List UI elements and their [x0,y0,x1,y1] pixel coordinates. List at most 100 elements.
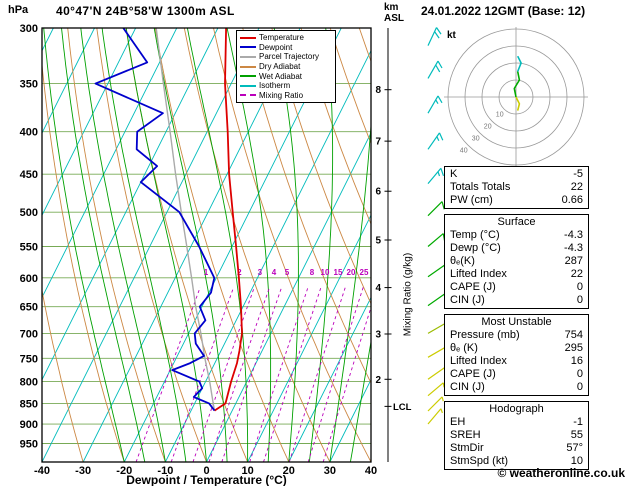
wind-barb [427,396,444,412]
stat-label: Totals Totals [450,181,511,193]
km-axis: 2 3 4 5 6 7 8 LCL [375,28,412,462]
stats-section: K -5 Totals Totals 22 PW (cm) 0.66 [444,166,589,209]
legend-label: Parcel Trajectory [259,52,320,62]
svg-text:850: 850 [20,398,38,410]
svg-text:-30: -30 [75,465,91,477]
legend-item: Dry Adiabat [240,62,332,72]
profiles [94,28,243,412]
stat-label: PW (cm) [450,194,493,206]
mixing-ratio-labels: 1 2 3 4 5 8 10 15 20 25 [204,268,369,277]
hodograph-trace [515,96,521,111]
stat-row: StmSpd (kt) 10 [445,455,588,468]
svg-text:-20: -20 [116,465,132,477]
wind-barb [427,95,443,114]
svg-text:900: 900 [20,419,38,431]
stat-label: CIN (J) [450,381,485,393]
svg-text:750: 750 [20,353,38,365]
svg-text:3: 3 [258,268,263,277]
wind-barb [427,346,446,358]
stats-section: Hodograph EH -1 SREH 55 StmDir 57° StmSpd (kt) 1… [444,401,589,470]
stats-section: Surface Temp (°C) -4.3 Dewp (°C) -4.3 θₑ(K) 28… [444,214,589,309]
datetime-title: 24.01.2022 12GMT (Base: 12) [421,4,586,18]
stat-label: Pressure (mb) [450,329,520,341]
stat-value: 55 [570,429,583,441]
stat-row: K -5 [445,168,588,181]
lcl-label: LCL [393,402,412,413]
stat-row: Lifted Index 22 [445,268,588,281]
svg-text:15: 15 [334,268,343,277]
stat-row: Temp (°C) -4.3 [445,229,588,242]
copyright: © weatheronline.co.uk [497,466,625,480]
plot-frame [41,27,372,463]
svg-text:30: 30 [324,465,336,477]
svg-text:1: 1 [204,268,209,277]
svg-text:20: 20 [484,123,492,130]
svg-text:40: 40 [460,147,468,154]
stat-row: θₑ(K) 287 [445,255,588,268]
wind-barb [427,367,446,380]
stat-label: θₑ(K) [450,255,475,267]
legend-item: Temperature [240,33,332,43]
temperature-legend-swatch [240,36,256,39]
stat-row: EH -1 [445,416,588,429]
stat-row: CIN (J) 0 [445,294,588,307]
svg-text:10: 10 [242,465,254,477]
svg-text:-40: -40 [34,465,50,477]
pressure-axis-labels: 300 350 400 450 500 550 600 650 700 750 800 850 900 9… [20,23,38,451]
stat-label: CIN (J) [450,294,485,306]
stats-section: Most Unstable Pressure (mb) 754 θₑ (K) 295 Li… [444,314,589,396]
svg-text:500: 500 [20,207,38,219]
stat-value: 295 [564,342,583,354]
svg-text:300: 300 [20,23,38,35]
wind-barb [427,132,444,150]
km-axis-asl-label: ASL [384,13,404,24]
svg-text:650: 650 [20,302,38,314]
stat-value: 287 [564,255,583,267]
wind-barb [427,60,443,79]
svg-text:400: 400 [20,127,38,139]
stat-value: 57° [566,442,583,454]
wind-barb [427,167,445,184]
svg-text:950: 950 [20,439,38,451]
stats-section-title: Surface [497,216,536,228]
stat-label: K [450,168,458,180]
mixing-ratio-legend-swatch [240,94,256,97]
stats-panel: K -5 Totals Totals 22 PW (cm) 0.66 Surface Temp… [444,166,589,475]
stat-value: 0 [576,368,583,380]
stat-label: Dewp (°C) [450,242,501,254]
stat-value: 0 [576,281,583,293]
svg-text:8: 8 [310,268,315,277]
legend-label: Wet Adiabat [259,71,302,81]
stat-row: Totals Totals 22 [445,181,588,194]
stat-row: StmDir 57° [445,442,588,455]
svg-text:0: 0 [203,465,209,477]
stat-row: SREH 55 [445,429,588,442]
wind-barb [427,201,445,217]
legend-item: Isotherm [240,81,332,91]
stat-value: 10 [570,455,583,467]
stat-label: SREH [450,429,481,441]
svg-text:5: 5 [375,236,381,247]
stat-row: PW (cm) 0.66 [445,194,588,207]
wind-barb [427,27,442,46]
stat-row: CAPE (J) 0 [445,368,588,381]
stat-value: 0 [576,381,583,393]
dewpoint-legend-swatch [240,46,256,49]
svg-text:20: 20 [283,465,295,477]
hodograph-trace [513,71,521,98]
wind-barb [427,382,445,397]
dry-adiabat-legend-swatch [240,65,256,68]
mixing-ratio-axis-label: Mixing Ratio (g/kg) [402,252,414,337]
stat-label: CAPE (J) [450,281,496,293]
stat-value: -4.3 [564,229,583,241]
svg-text:5: 5 [285,268,290,277]
svg-text:350: 350 [20,79,38,91]
stat-label: StmSpd (kt) [450,455,509,467]
svg-text:7: 7 [375,137,381,148]
wind-barb [427,293,446,307]
hodograph-unit-label: kt [447,30,456,41]
stat-row: Pressure (mb) 754 [445,329,588,342]
legend-label: Temperature [259,33,304,43]
temperature-axis-labels: -40 -30 -20 -10 0 10 20 30 40 [34,465,377,477]
